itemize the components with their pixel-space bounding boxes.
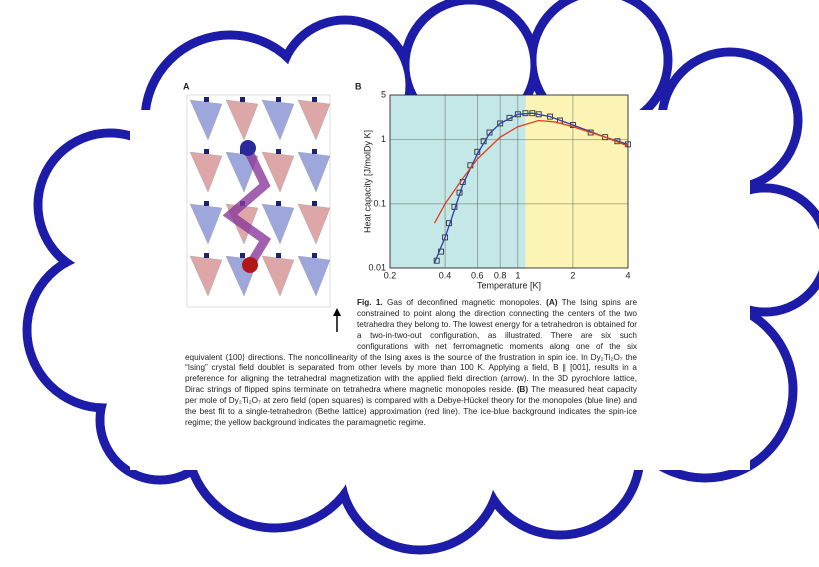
x-axis-label: Temperature [K]: [477, 280, 541, 290]
caption-label: Fig. 1.: [357, 298, 383, 307]
page: A 0.20.40.60.81240.010.115Temperature [K…: [0, 0, 819, 567]
caption: Fig. 1. Gas of deconfined magnetic monop…: [185, 298, 637, 429]
y-axis-label: Heat capacity [J/molDy K]: [362, 130, 372, 233]
y-tick-label: 0.1: [373, 198, 386, 208]
spin: [276, 201, 281, 206]
spin: [240, 253, 245, 258]
spin: [276, 149, 281, 154]
spin: [312, 149, 317, 154]
spin: [276, 97, 281, 102]
y-tick-label: 0.01: [368, 262, 386, 272]
panel-a: A: [183, 81, 341, 332]
spin: [240, 97, 245, 102]
cloud: [27, 0, 819, 550]
x-tick-label: 0.8: [494, 270, 507, 280]
spin: [312, 97, 317, 102]
spin: [204, 253, 209, 258]
x-tick-label: 0.6: [471, 270, 484, 280]
y-tick-label: 5: [381, 89, 386, 99]
caption-text: (B): [517, 385, 528, 394]
caption-text: Gas of deconfined magnetic monopoles.: [383, 298, 546, 307]
x-tick-label: 2: [570, 270, 575, 280]
spin: [312, 253, 317, 258]
x-tick-label: 1: [515, 270, 520, 280]
y-tick-label: 1: [381, 134, 386, 144]
spin: [204, 201, 209, 206]
spin: [276, 253, 281, 258]
panel-label: A: [183, 81, 190, 91]
spin: [204, 149, 209, 154]
spin: [312, 201, 317, 206]
panel-label: B: [355, 81, 362, 91]
caption-text: (A): [546, 298, 557, 307]
x-tick-label: 0.4: [439, 270, 452, 280]
x-tick-label: 4: [625, 270, 630, 280]
scene: A 0.20.40.60.81240.010.115Temperature [K…: [0, 0, 819, 567]
spin: [204, 97, 209, 102]
